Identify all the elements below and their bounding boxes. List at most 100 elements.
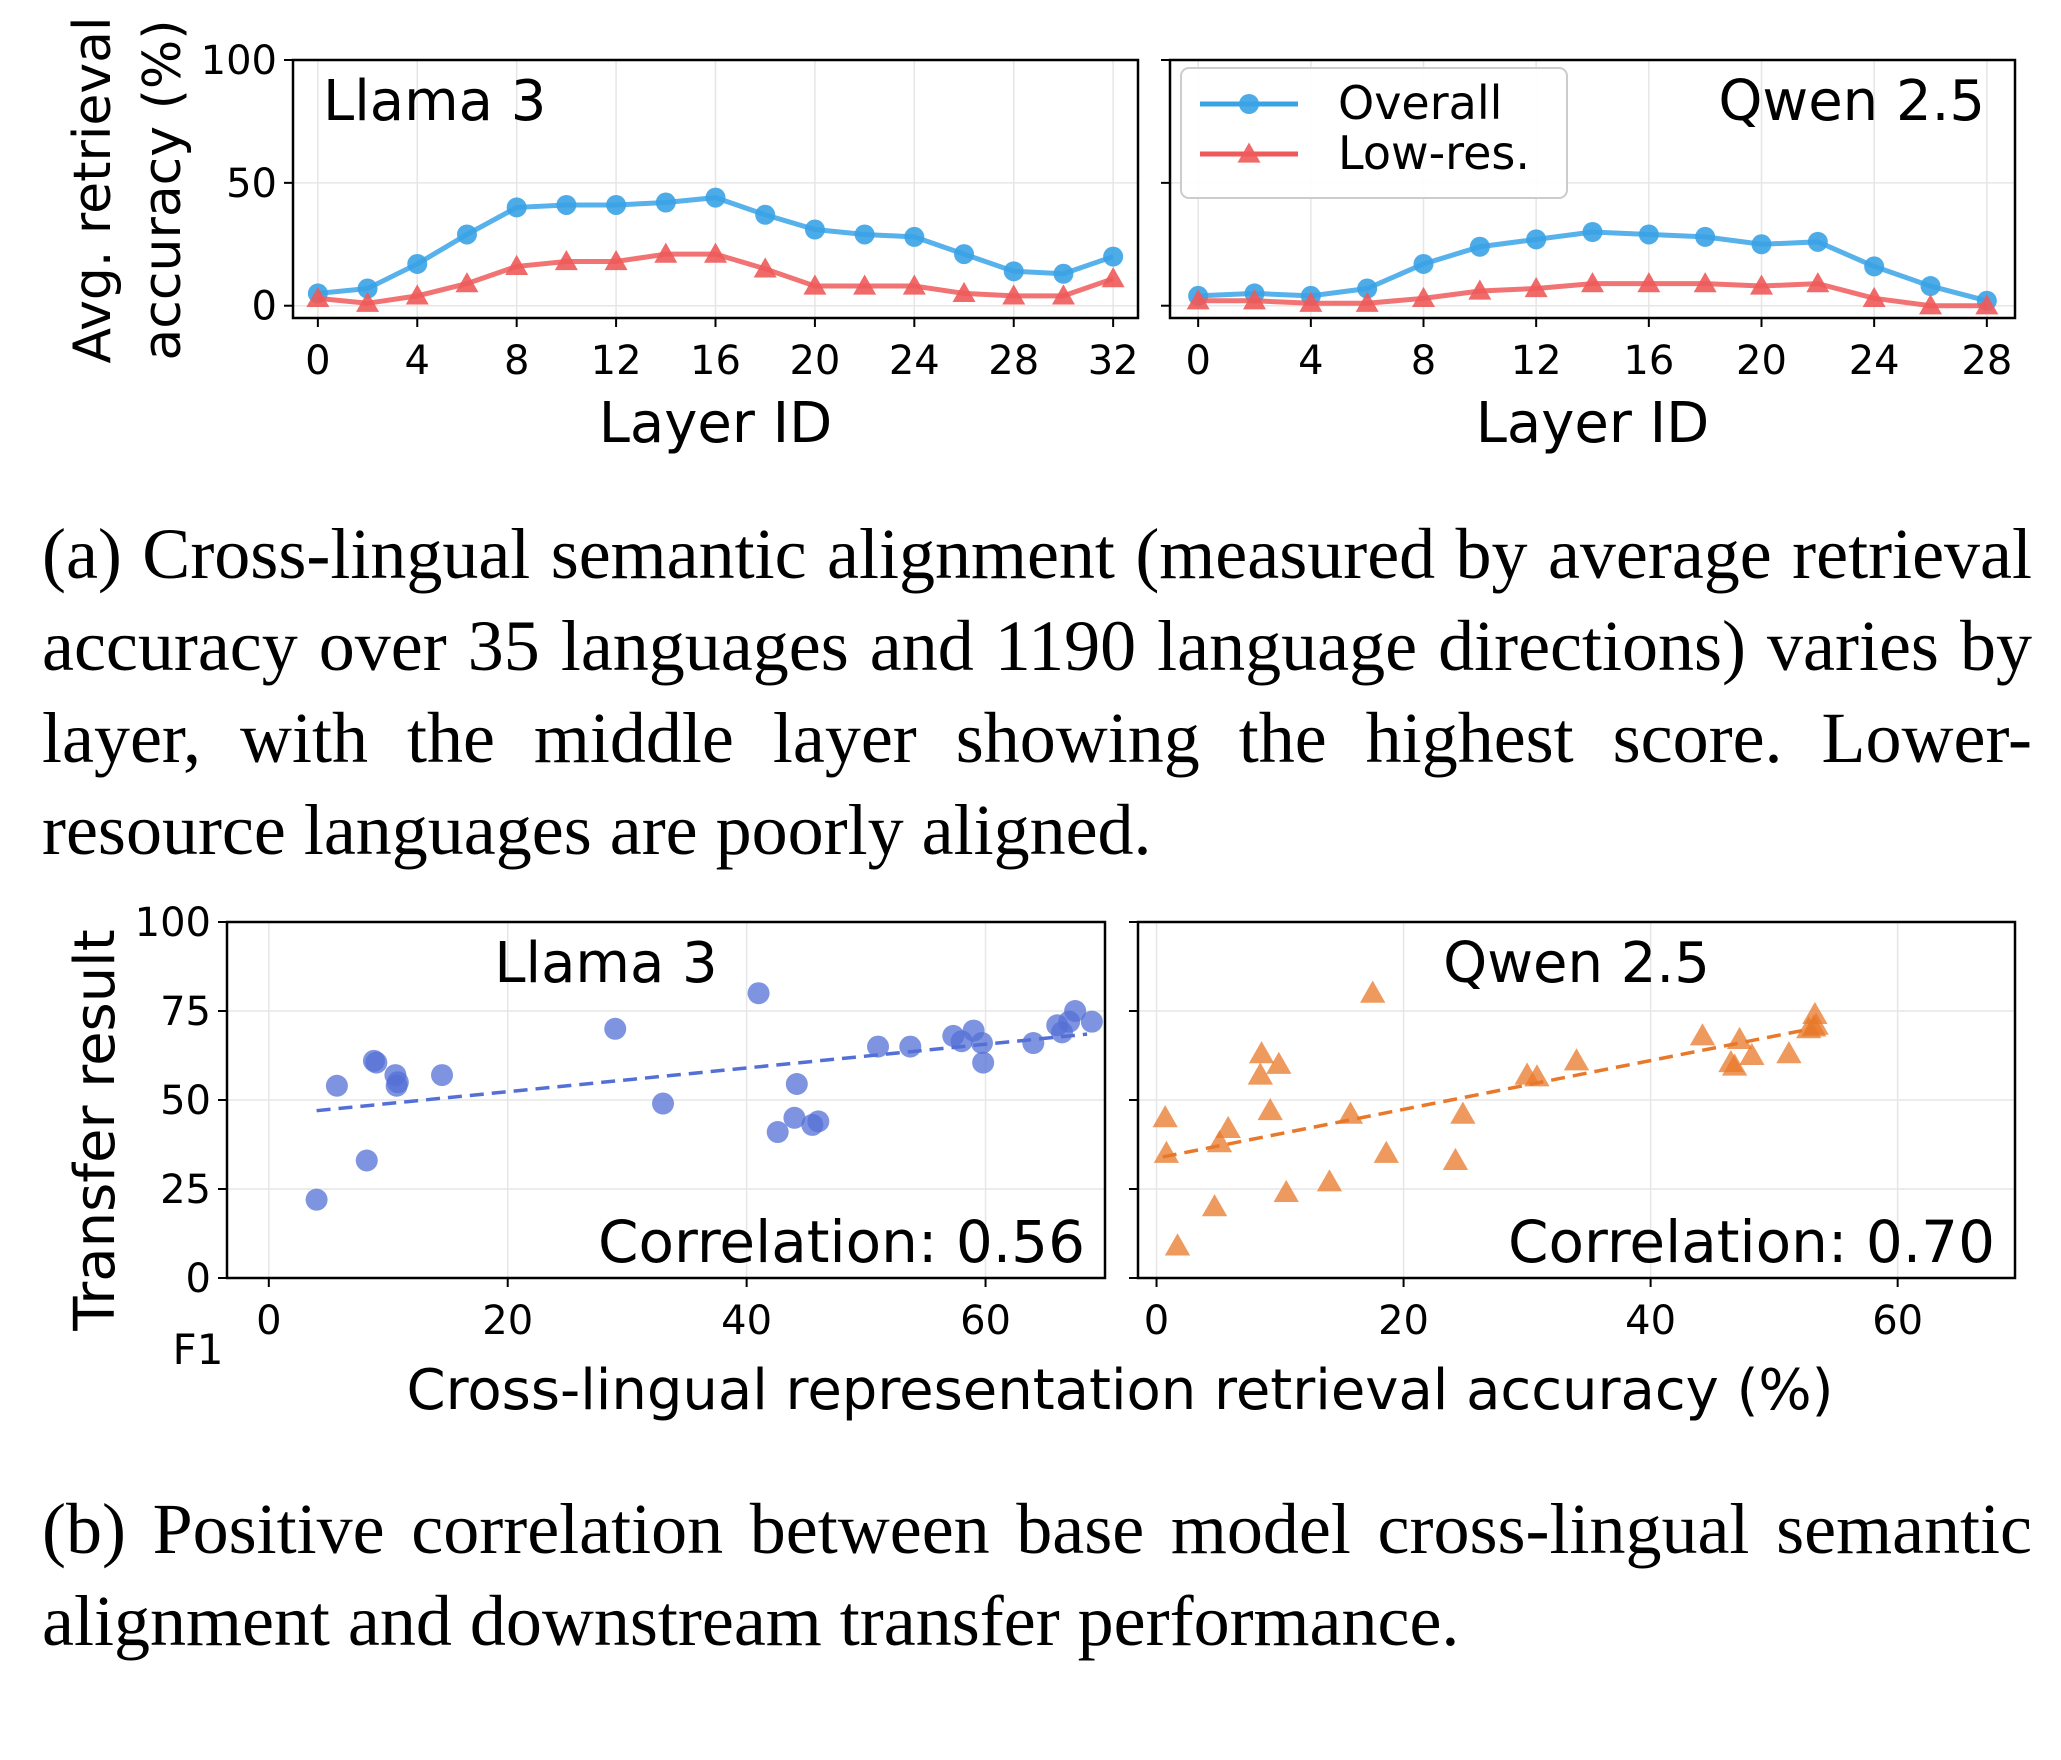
data-point bbox=[785, 1072, 808, 1095]
x-tick-label: 24 bbox=[1849, 338, 1900, 384]
data-point bbox=[1337, 1101, 1364, 1124]
data-point bbox=[1864, 256, 1885, 277]
panel-label: Llama 3 bbox=[494, 931, 717, 996]
y-axis-unit: F1 bbox=[173, 1325, 224, 1374]
data-point bbox=[554, 249, 578, 271]
x-axis-label: Layer ID bbox=[1476, 391, 1710, 456]
data-point bbox=[766, 1121, 789, 1144]
data-point bbox=[1751, 234, 1772, 255]
data-point bbox=[1316, 1169, 1343, 1192]
data-point bbox=[1689, 1023, 1716, 1046]
data-point bbox=[1002, 284, 1026, 305]
data-point bbox=[556, 194, 577, 215]
data-point bbox=[1201, 1194, 1228, 1217]
y-axis-label-line: Avg. retrieval bbox=[63, 17, 123, 364]
data-point bbox=[1373, 1140, 1399, 1163]
data-point bbox=[1803, 1012, 1829, 1035]
legend-marker bbox=[1237, 142, 1261, 163]
data-point bbox=[1806, 272, 1830, 293]
data-point bbox=[954, 244, 975, 265]
trend-line bbox=[1162, 1027, 1812, 1159]
x-tick-label: 0 bbox=[1185, 338, 1210, 384]
legend-label: Low-res. bbox=[1338, 126, 1530, 180]
y-tick-label: 75 bbox=[160, 989, 211, 1035]
x-tick-label: 12 bbox=[591, 338, 642, 384]
y-axis-label-top: Avg. retrieval accuracy (%) bbox=[63, 17, 193, 364]
data-point bbox=[803, 274, 827, 295]
panel-label: Qwen 2.5 bbox=[1718, 69, 1985, 134]
data-point bbox=[854, 224, 875, 245]
data-point bbox=[1357, 278, 1378, 299]
data-point bbox=[1920, 276, 1941, 297]
data-point bbox=[1695, 226, 1716, 247]
data-point bbox=[1468, 279, 1492, 300]
data-point bbox=[783, 1106, 806, 1129]
data-point bbox=[1206, 1130, 1233, 1153]
data-point bbox=[1257, 1098, 1283, 1121]
data-point bbox=[357, 278, 378, 299]
data-point bbox=[1442, 1147, 1469, 1171]
x-tick-label: 60 bbox=[960, 1298, 1011, 1344]
x-tick-label: 8 bbox=[1411, 338, 1436, 384]
x-tick-label: 28 bbox=[988, 338, 1039, 384]
y-tick-label: 25 bbox=[160, 1167, 211, 1213]
data-point bbox=[1975, 294, 1999, 315]
x-tick-label: 8 bbox=[504, 338, 529, 384]
panel-1: 0 4 8 12 16 20 24 28 32 0 50 100 Llama 3 Layer ID bbox=[201, 38, 1140, 456]
plot-area bbox=[1152, 980, 1829, 1256]
data-point bbox=[455, 272, 479, 293]
data-point bbox=[1919, 294, 1942, 315]
x-tick-label: 0 bbox=[256, 1298, 281, 1344]
x-tick-label: 40 bbox=[1625, 1298, 1676, 1344]
data-point bbox=[1053, 263, 1074, 284]
data-point bbox=[807, 1110, 830, 1133]
x-tick-label: 16 bbox=[690, 338, 741, 384]
panel-label: Qwen 2.5 bbox=[1443, 931, 1710, 996]
data-point bbox=[1022, 1032, 1045, 1055]
data-point bbox=[1526, 229, 1547, 250]
x-axis-label-bottom: Cross-lingual representation retrieval a… bbox=[407, 1358, 1834, 1423]
data-point bbox=[1739, 1042, 1765, 1065]
x-tick-label: 60 bbox=[1872, 1298, 1923, 1344]
plot-area bbox=[306, 187, 1125, 312]
y-tick-label: 100 bbox=[135, 900, 211, 946]
y-tick-label: 0 bbox=[186, 1256, 211, 1302]
legend-marker bbox=[1239, 94, 1259, 114]
plot-area bbox=[305, 982, 1103, 1211]
data-point bbox=[652, 1092, 675, 1115]
data-point bbox=[1064, 1000, 1087, 1022]
data-point bbox=[1103, 246, 1124, 267]
data-point bbox=[1582, 222, 1603, 242]
data-point bbox=[655, 192, 676, 213]
x-tick-label: 16 bbox=[1623, 338, 1674, 384]
x-tick-label: 0 bbox=[305, 338, 330, 384]
data-point bbox=[1726, 1026, 1753, 1049]
data-point bbox=[1524, 1064, 1550, 1087]
legend-box bbox=[1180, 67, 1568, 199]
axes-frame bbox=[1136, 920, 2017, 1280]
data-point bbox=[355, 1149, 378, 1172]
data-point bbox=[606, 194, 627, 215]
caption-a: (a) Cross-lingual semantic alignment (me… bbox=[42, 514, 2032, 870]
x-tick-label: 4 bbox=[1298, 338, 1323, 384]
data-point bbox=[1563, 1048, 1590, 1071]
data-point bbox=[1693, 272, 1717, 293]
data-point bbox=[1003, 261, 1024, 282]
x-tick-label: 40 bbox=[721, 1298, 772, 1344]
data-point bbox=[325, 1074, 348, 1097]
data-point bbox=[704, 242, 727, 263]
data-point bbox=[386, 1071, 409, 1094]
data-point bbox=[904, 226, 925, 247]
data-point bbox=[970, 1032, 993, 1055]
data-point bbox=[753, 257, 777, 278]
y-tick-label: 50 bbox=[226, 161, 277, 207]
data-point bbox=[1524, 277, 1548, 298]
data-point bbox=[1215, 1115, 1241, 1138]
data-point bbox=[1413, 253, 1434, 274]
data-point bbox=[902, 274, 926, 295]
data-point bbox=[747, 982, 770, 1005]
axes-frame bbox=[225, 920, 1107, 1280]
data-point bbox=[1101, 267, 1125, 288]
data-point bbox=[505, 254, 529, 276]
